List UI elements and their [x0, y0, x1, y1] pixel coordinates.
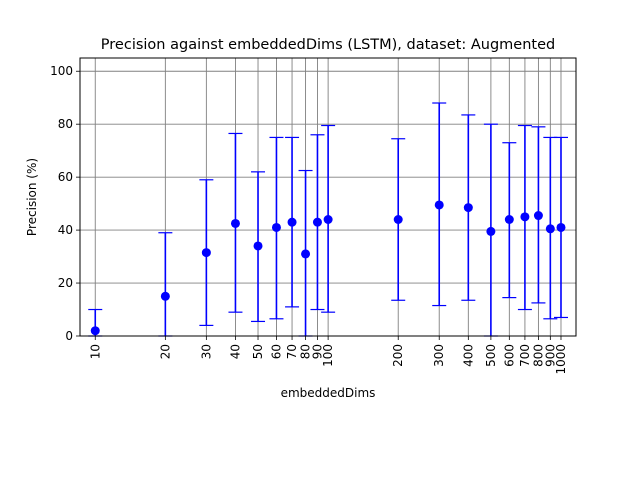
data-point — [301, 249, 311, 259]
x-tick-label: 600 — [502, 344, 516, 367]
data-point — [556, 222, 566, 232]
x-tick-label: 200 — [391, 344, 405, 367]
y-axis-ticks: 0 20 40 60 80 100 — [50, 64, 80, 343]
y-tick-label: 100 — [50, 64, 73, 78]
data-point — [271, 222, 281, 232]
data-point — [393, 215, 403, 225]
data-point — [90, 326, 100, 336]
data-point — [504, 215, 514, 225]
y-tick-label: 40 — [58, 223, 73, 237]
x-tick-label: 800 — [531, 344, 545, 367]
x-tick-label: 1000 — [554, 344, 568, 375]
data-point — [520, 212, 530, 222]
y-axis-label: Precision (%) — [25, 158, 39, 236]
x-tick-label: 30 — [199, 344, 213, 359]
y-tick-label: 20 — [58, 276, 73, 290]
x-tick-label: 80 — [299, 344, 313, 359]
data-point — [486, 226, 496, 236]
data-point — [253, 241, 263, 251]
chart-title: Precision against embeddedDims (LSTM), d… — [101, 37, 555, 53]
data-point — [545, 224, 555, 234]
data-point — [230, 218, 240, 228]
x-tick-label: 10 — [88, 344, 102, 359]
x-tick-label: 500 — [484, 344, 498, 367]
x-tick-label: 50 — [251, 344, 265, 359]
data-point — [323, 215, 333, 225]
data-point — [287, 217, 297, 227]
x-tick-label: 60 — [269, 344, 283, 359]
x-tick-label: 700 — [518, 344, 532, 367]
data-point — [201, 248, 211, 258]
data-point — [463, 203, 473, 213]
error-bars — [88, 102, 568, 337]
y-tick-label: 60 — [58, 170, 73, 184]
x-tick-label: 100 — [321, 344, 335, 367]
data-point — [160, 291, 170, 301]
y-tick-label: 80 — [58, 117, 73, 131]
x-tick-label: 70 — [285, 344, 299, 359]
x-tick-label: 300 — [432, 344, 446, 367]
x-tick-label: 40 — [228, 344, 242, 359]
x-tick-label: 900 — [543, 344, 557, 367]
x-tick-label: 20 — [158, 344, 172, 359]
y-tick-label: 0 — [65, 329, 73, 343]
data-points — [90, 200, 566, 336]
data-point — [312, 217, 322, 227]
data-point — [434, 200, 444, 210]
x-tick-label: 400 — [461, 344, 475, 367]
x-tick-label: 90 — [310, 344, 324, 359]
data-point — [533, 211, 543, 221]
x-axis-label: embeddedDims — [281, 386, 376, 400]
